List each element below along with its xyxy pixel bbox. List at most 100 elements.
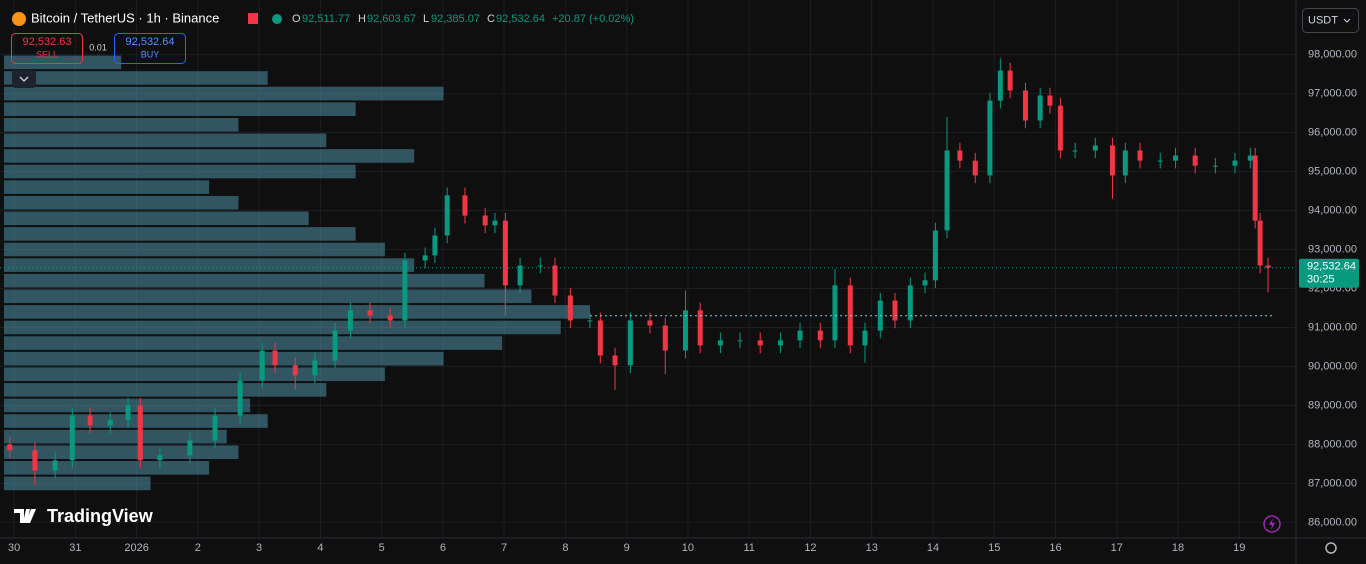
candle-body	[87, 415, 93, 426]
candle-body	[567, 295, 573, 321]
candle-body	[1192, 155, 1198, 166]
volume-profile-bar	[4, 180, 210, 194]
candle-body	[817, 330, 823, 341]
logo-icon	[14, 509, 36, 523]
candle-body	[862, 330, 868, 346]
candle-body	[367, 310, 373, 316]
candle-body	[777, 340, 783, 346]
y-tick-label: 98,000.00	[1308, 48, 1357, 60]
x-tick-label: 13	[866, 542, 878, 554]
volume-profile-bar	[4, 242, 385, 257]
x-tick-label: 18	[1172, 542, 1184, 554]
candle-body	[597, 320, 603, 356]
candle-body	[1007, 70, 1013, 91]
flag-icon[interactable]	[248, 13, 258, 24]
candle-body	[1137, 150, 1143, 161]
candle-body	[1232, 160, 1238, 166]
y-tick-label: 95,000.00	[1308, 165, 1357, 177]
settings-button[interactable]	[1325, 542, 1337, 554]
ohlc-key: L	[423, 13, 429, 25]
x-tick-label: 2	[195, 542, 201, 554]
volume-profile-bar	[4, 258, 415, 272]
candle-body	[1173, 155, 1179, 161]
candle-body	[259, 350, 265, 381]
candle-body	[502, 220, 508, 286]
x-tick-label: 16	[1049, 542, 1061, 554]
buy-button[interactable]	[114, 33, 186, 64]
sell-price: 92,532.63	[23, 36, 72, 48]
buy-label: BUY	[141, 49, 160, 59]
plot-area	[0, 0, 1295, 538]
candle-body	[987, 100, 993, 176]
candle-body	[552, 265, 558, 296]
candle-body	[1022, 90, 1028, 121]
volume-profile-bar	[4, 195, 239, 210]
candle-body	[347, 310, 353, 331]
candle-body	[1122, 150, 1128, 176]
lightning-button[interactable]	[1263, 515, 1281, 533]
candle-body	[797, 330, 803, 341]
x-tick-label: 3	[256, 542, 262, 554]
candle-body	[1157, 160, 1163, 162]
candle-body	[272, 350, 278, 366]
candle-body	[1109, 145, 1115, 176]
y-tick-label: 87,000.00	[1308, 477, 1357, 489]
volume-profile-bar	[4, 133, 327, 148]
y-tick-label: 94,000.00	[1308, 204, 1357, 216]
x-tick-label: 15	[988, 542, 1000, 554]
candle-body	[922, 280, 928, 286]
symbol-title[interactable]: Bitcoin / TetherUS · 1h · Binance	[31, 10, 219, 25]
y-tick-label: 93,000.00	[1308, 243, 1357, 255]
candle-body	[1047, 95, 1053, 106]
volume-profile-bar	[4, 289, 532, 304]
currency-label: USDT	[1308, 14, 1338, 26]
ohlc-value: 92,385.07	[431, 13, 480, 25]
volume-profile-bar	[4, 305, 590, 319]
x-tick-label: 10	[682, 542, 694, 554]
ohlc-value: 92,603.67	[367, 13, 416, 25]
x-tick-label: 19	[1233, 542, 1245, 554]
candle-body	[212, 415, 218, 441]
volume-profile-bar	[4, 211, 309, 226]
ohlc-key: C	[487, 13, 495, 25]
ohlc-value: 92,532.64	[496, 13, 545, 25]
candle-body	[1265, 265, 1271, 268]
x-tick-label: 2026	[124, 542, 148, 554]
candle-body	[422, 255, 428, 261]
candle-body	[107, 420, 113, 426]
volume-profile-bar	[4, 71, 268, 85]
candle-body	[482, 215, 488, 226]
candle-body	[69, 415, 75, 461]
x-tick-label: 6	[440, 542, 446, 554]
ohlc-key: O	[292, 13, 301, 25]
candle-body	[907, 285, 913, 321]
candle-body	[32, 450, 38, 471]
volume-profile-bar	[4, 429, 227, 444]
spread: 0.01	[89, 42, 107, 52]
x-tick-label: 30	[8, 542, 20, 554]
candle-body	[387, 315, 393, 321]
y-tick-label: 97,000.00	[1308, 87, 1357, 99]
collapse-button[interactable]	[12, 70, 36, 88]
candle-body	[1257, 220, 1263, 266]
volume-profile-bar	[4, 351, 444, 366]
sell-label: SELL	[36, 49, 58, 59]
candle-body	[1247, 155, 1253, 161]
volume-profile-bar	[4, 227, 356, 241]
candle-body	[944, 150, 950, 231]
volume-profile-bar	[4, 55, 122, 70]
candle-body	[1092, 145, 1098, 151]
candle-body	[957, 150, 963, 161]
candle-body	[647, 320, 653, 326]
logo-text[interactable]: TradingView	[47, 506, 154, 526]
sell-button[interactable]	[11, 33, 83, 64]
candle-body	[1252, 155, 1258, 221]
currency-dropdown[interactable]	[1302, 8, 1359, 33]
dropdown-icon	[1343, 18, 1351, 23]
candle-body	[717, 340, 723, 346]
volume-profile-bar	[4, 86, 444, 101]
volume-profile-bar	[4, 149, 415, 163]
buy-price: 92,532.64	[126, 36, 175, 48]
candle-body	[237, 380, 243, 416]
